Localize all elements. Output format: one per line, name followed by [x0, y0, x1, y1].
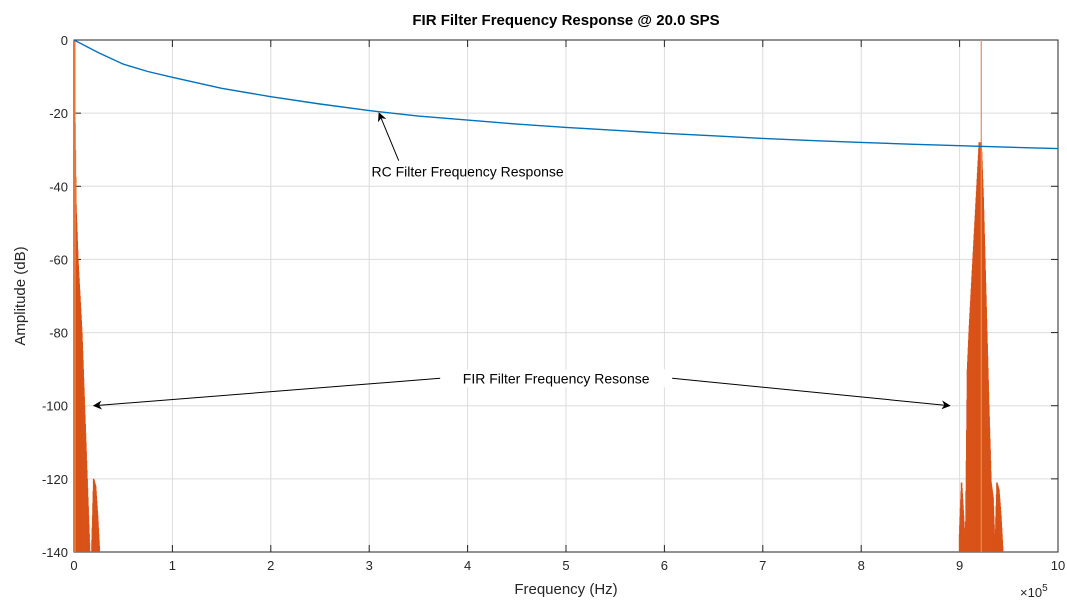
- x-multiplier-exponent: 5: [1042, 583, 1048, 594]
- fir-annotation-arrow-left: [92, 377, 441, 410]
- x-axis-label: Frequency (Hz): [514, 581, 617, 598]
- annotations: RC Filter Frequency Response FIR Filter F…: [92, 112, 951, 410]
- x-tick-labels: 0 1 2 3 4 5 6 7 8 9 10: [70, 558, 1065, 573]
- fir-annotation-background: [440, 369, 673, 388]
- y-tick-label: -80: [49, 326, 68, 341]
- y-tick-label: -40: [49, 179, 68, 194]
- x-tick-label: 4: [464, 558, 471, 573]
- rc-response-line: [74, 40, 1058, 150]
- x-tick-label: 2: [267, 558, 274, 573]
- y-tick-label: 0: [61, 33, 68, 48]
- x-tick-label: 8: [858, 558, 865, 573]
- grid-lines: [73, 39, 1059, 553]
- chart-title: FIR Filter Frequency Response @ 20.0 SPS: [412, 12, 719, 29]
- y-tick-label: -20: [49, 106, 68, 121]
- x-tick-label: 10: [1051, 558, 1065, 573]
- rc-annotation-label: RC Filter Frequency Response: [372, 164, 564, 180]
- x-tick-label: 7: [759, 558, 766, 573]
- x-tick-label: 1: [169, 558, 176, 573]
- y-axis-label: Amplitude (dB): [12, 246, 29, 345]
- x-multiplier-label: ×105: [1020, 583, 1048, 600]
- x-tick-label: 6: [661, 558, 668, 573]
- fir-annotation-label: FIR Filter Frequency Resonse: [463, 370, 650, 386]
- x-tick-label: 9: [956, 558, 963, 573]
- y-tick-label: -100: [42, 399, 68, 414]
- y-tick-label: -140: [42, 545, 68, 560]
- x-tick-label: 5: [562, 558, 569, 573]
- x-multiplier-base: ×10: [1020, 585, 1042, 600]
- rc-series: [74, 40, 1058, 150]
- y-tick-label: -120: [42, 472, 68, 487]
- fir-annotation-arrow-right: [672, 377, 951, 410]
- y-tick-label: -60: [49, 252, 68, 267]
- rc-annotation-arrow: [377, 112, 400, 161]
- x-tick-label: 3: [366, 558, 373, 573]
- y-tick-labels: 0 -20 -40 -60 -80 -100 -120 -140: [42, 33, 68, 560]
- fir-series: [74, 40, 1004, 552]
- x-tick-label: 0: [70, 558, 77, 573]
